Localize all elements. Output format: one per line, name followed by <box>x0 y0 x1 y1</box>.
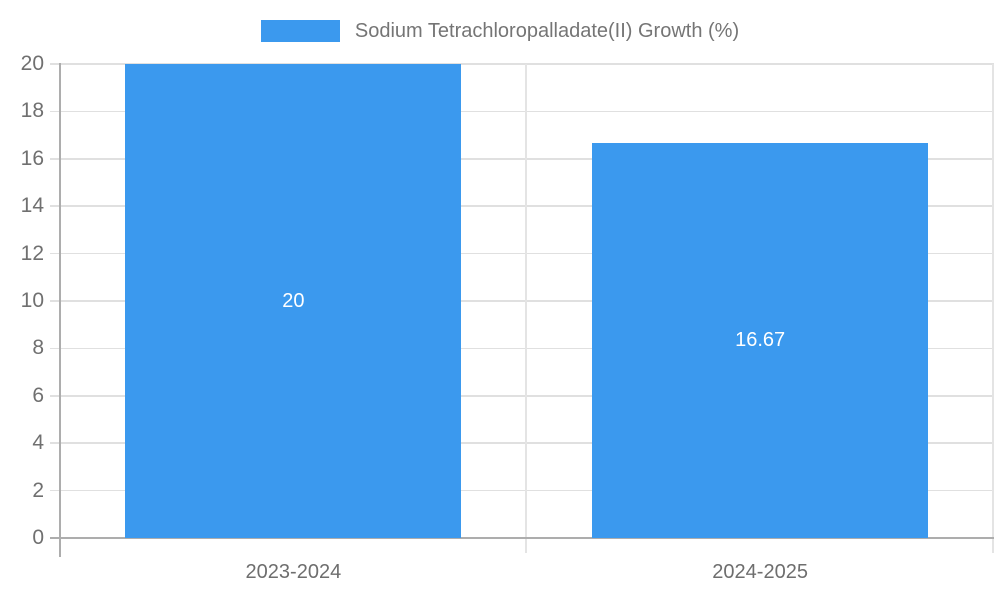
y-gridline <box>50 395 994 397</box>
y-gridline <box>50 110 994 113</box>
y-tick-label: 6 <box>32 383 44 407</box>
y-gridline <box>50 300 994 302</box>
category-boundary-line <box>992 64 994 553</box>
y-tick-label: 0 <box>32 526 44 549</box>
y-tick-label: 10 <box>20 289 44 312</box>
y-gridline <box>50 347 994 350</box>
category-boundary-line <box>525 64 528 553</box>
bar-value-label: 16.67 <box>735 329 786 352</box>
y-gridline <box>50 205 994 207</box>
x-tick-label: 2024-2025 <box>712 561 808 583</box>
bar <box>592 142 929 538</box>
y-tick-label: 14 <box>20 194 44 218</box>
y-tick-label: 4 <box>32 431 44 455</box>
y-tick-label: 12 <box>20 241 44 265</box>
y-gridline <box>50 252 994 255</box>
y-gridline <box>50 489 994 492</box>
y-tick-label: 8 <box>32 336 44 360</box>
y-axis-line <box>58 63 61 557</box>
y-gridline <box>50 442 994 444</box>
legend-label: Sodium Tetrachloropalladate(II) Growth (… <box>354 20 740 42</box>
x-axis-line <box>50 537 994 539</box>
x-tick-label: 2023-2024 <box>245 561 342 583</box>
y-tick-label: 2 <box>32 478 44 502</box>
y-gridline <box>50 158 994 160</box>
legend[interactable]: Sodium Tetrachloropalladate(II) Growth (… <box>0 18 1000 44</box>
y-tick-label: 18 <box>20 99 44 123</box>
bar-value-label: 20 <box>282 290 305 312</box>
y-gridline <box>50 63 994 65</box>
y-tick-label: 16 <box>20 146 44 170</box>
y-tick-label: 20 <box>20 52 44 75</box>
bar <box>125 64 462 538</box>
legend-swatch <box>260 20 340 42</box>
